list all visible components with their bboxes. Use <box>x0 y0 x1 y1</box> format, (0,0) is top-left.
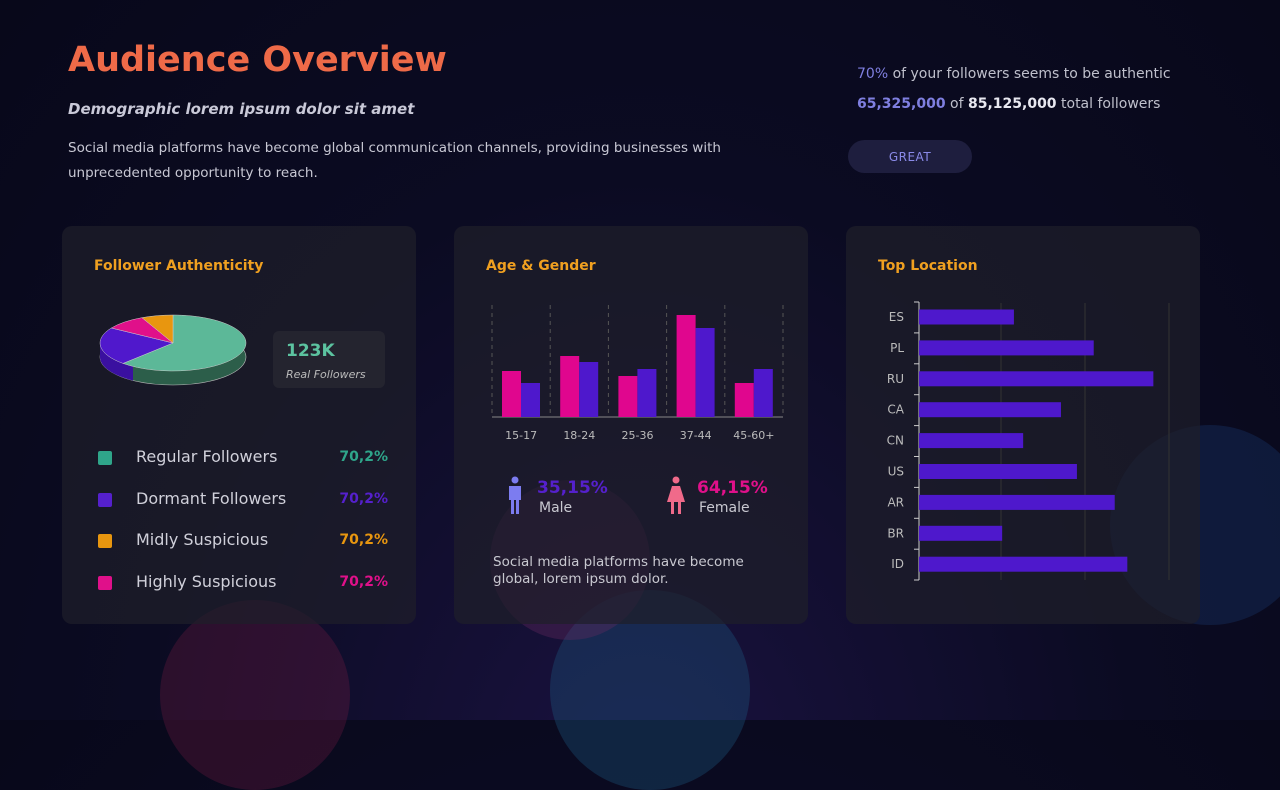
real-followers-kpi: 123K Real Followers <box>273 331 385 388</box>
legend-label: Dormant Followers <box>136 488 287 508</box>
great-badge-button[interactable]: GREAT <box>848 140 972 173</box>
legend-swatch <box>98 534 112 548</box>
authentic-count: 65,325,000 <box>857 96 946 112</box>
bar-male <box>579 362 599 417</box>
female-label: Female <box>699 500 750 516</box>
location-bar <box>919 433 1024 449</box>
total-count: 85,125,000 <box>967 96 1057 112</box>
pie-slice <box>99 327 174 364</box>
location-bar <box>919 494 1115 510</box>
legend-swatch <box>98 451 112 465</box>
bar-female <box>734 383 754 417</box>
x-tick-label: 25-36 <box>622 429 654 442</box>
charts-layer: 15-17 18-24 25-36 37-44 45-60+ ES PL RU CA CN US AR… <box>99 301 1170 581</box>
bar-male <box>753 369 773 417</box>
location-bar <box>919 402 1061 418</box>
legend-value: 70,2% <box>339 449 388 465</box>
legend-item: Regular Followers 70,2% <box>98 447 388 467</box>
legend-value: 70,2% <box>339 490 388 507</box>
female-icon <box>667 476 685 514</box>
legend-label: Highly Suspicious <box>136 571 277 591</box>
y-tick-label: BR <box>887 526 904 540</box>
legend-value: 70,2% <box>339 573 388 590</box>
bar-male <box>521 383 540 417</box>
kpi-value: 123K <box>286 341 335 361</box>
card-title: Follower Authenticity <box>94 258 264 274</box>
bar-female <box>502 371 521 417</box>
total-text: total followers <box>1056 96 1161 112</box>
pie-slice <box>141 314 174 344</box>
authenticity-line: 70% of your followers seems to be authen… <box>857 66 1171 82</box>
legend-label: Regular Followers <box>136 447 278 466</box>
x-tick-label: 18-24 <box>563 429 595 442</box>
authentic-percent: 70% <box>857 66 889 82</box>
bar-male <box>637 369 657 417</box>
legend-swatch <box>98 575 112 590</box>
legend-value: 70,2% <box>339 532 388 548</box>
card-title: Top Location <box>878 258 978 274</box>
followers-line: 65,325,000 of 85,125,000 total followers <box>857 96 1160 112</box>
of-text: of <box>945 96 968 112</box>
location-bar <box>919 309 1014 325</box>
male-label: Male <box>539 500 573 516</box>
pie-slice <box>122 314 247 372</box>
x-tick-label: 45-60+ <box>733 429 774 442</box>
female-stat: 64,15% Female <box>665 474 795 520</box>
page-description: Social media platforms have become globa… <box>68 140 721 181</box>
x-tick-label: 15-17 <box>505 429 537 442</box>
card-title: Age & Gender <box>486 258 596 274</box>
male-percent: 35,15% <box>537 478 608 498</box>
page-subtitle: Demographic lorem ipsum dolor sit amet <box>68 100 415 118</box>
bar-female <box>618 376 638 417</box>
y-tick-label: ID <box>891 557 904 571</box>
male-stat: 35,15% Male <box>505 474 635 520</box>
y-tick-label: PL <box>890 341 904 355</box>
bar-male <box>695 328 715 417</box>
age-gender-card: Age & Gender <box>454 226 808 624</box>
location-bar <box>919 464 1077 479</box>
x-tick-label: 37-44 <box>680 429 712 442</box>
legend-item: Highly Suspicious 70,2% <box>98 572 388 592</box>
y-tick-label: CA <box>887 403 904 417</box>
legend-item: Midly Suspicious 70,2% <box>98 530 388 550</box>
kpi-label: Real Followers <box>286 368 366 381</box>
location-bar <box>919 556 1128 572</box>
bar-female <box>560 356 580 417</box>
location-bar <box>919 525 1003 541</box>
female-percent: 64,15% <box>697 478 768 498</box>
y-tick-label: US <box>888 465 904 479</box>
bar-female <box>676 315 696 417</box>
male-icon <box>509 476 521 514</box>
location-bar <box>919 371 1154 387</box>
y-tick-label: RU <box>887 372 904 386</box>
age-note: Social media platforms have become globa… <box>493 554 744 587</box>
location-bar <box>919 340 1094 356</box>
legend-swatch <box>98 492 112 507</box>
y-tick-label: CN <box>887 434 904 448</box>
page-title: Audience Overview <box>68 40 447 80</box>
follower-authenticity-card: Follower Authenticity 123K Real Follower… <box>62 226 416 624</box>
legend-item: Dormant Followers 70,2% <box>98 489 388 509</box>
legend-label: Midly Suspicious <box>136 530 269 549</box>
y-tick-label: AR <box>887 495 904 509</box>
y-tick-label: ES <box>889 310 904 324</box>
authentic-text: of your followers seems to be authentic <box>888 66 1171 82</box>
